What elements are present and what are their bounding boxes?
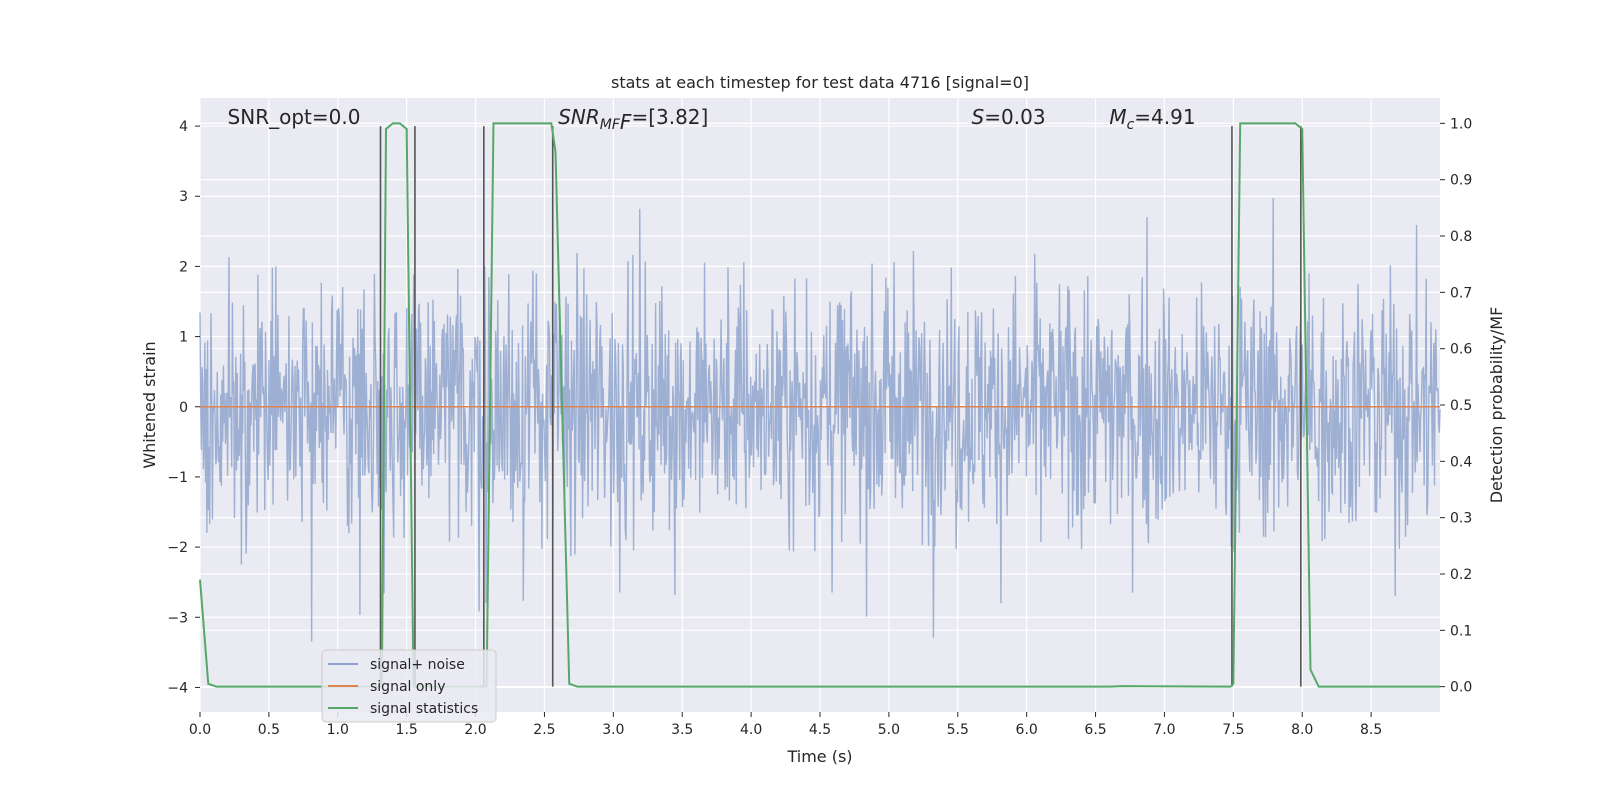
y-tick-label: 4 xyxy=(179,119,188,135)
y-tick-label: 3 xyxy=(179,189,188,205)
x-tick-label: 7.5 xyxy=(1222,722,1244,738)
x-tick-label: 4.5 xyxy=(809,722,831,738)
y2-tick-label: 0.0 xyxy=(1450,680,1472,696)
x-axis-label: Time (s) xyxy=(786,747,852,766)
y-tick-label: 0 xyxy=(179,400,188,416)
x-tick-label: 1.5 xyxy=(396,722,418,738)
annotation: Mc=4.91 xyxy=(1109,105,1195,133)
legend-label: signal statistics xyxy=(370,701,478,717)
series-signal-noise xyxy=(199,197,1441,642)
x-tick-label: 2.0 xyxy=(464,722,486,738)
y2-tick-label: 0.1 xyxy=(1450,623,1472,639)
y2-tick-label: 0.8 xyxy=(1450,229,1472,245)
x-tick-label: 3.5 xyxy=(671,722,693,738)
y-tick-label: 1 xyxy=(179,330,188,346)
x-tick-label: 3.0 xyxy=(602,722,624,738)
x-tick-label: 0.5 xyxy=(258,722,280,738)
annotation: S=0.03 xyxy=(972,105,1046,129)
y-tick-label: −1 xyxy=(167,470,188,486)
series-signal-statistics xyxy=(199,122,1440,688)
x-tick-label: 6.0 xyxy=(1016,722,1038,738)
y2-tick-label: 0.7 xyxy=(1450,285,1472,301)
y2-axis-label: Detection probability/MF xyxy=(1487,307,1506,504)
x-tick-label: 4.0 xyxy=(740,722,762,738)
y2-tick-label: 0.2 xyxy=(1450,567,1472,583)
chart-title: stats at each timestep for test data 471… xyxy=(611,73,1029,92)
y-tick-label: −4 xyxy=(167,680,188,696)
y2-tick-label: 1.0 xyxy=(1450,116,1472,132)
y-tick-label: 2 xyxy=(179,259,188,275)
y2-tick-label: 0.3 xyxy=(1450,511,1472,527)
x-tick-label: 1.0 xyxy=(327,722,349,738)
x-tick-label: 5.5 xyxy=(947,722,969,738)
x-tick-label: 8.0 xyxy=(1291,722,1313,738)
x-tick-label: 6.5 xyxy=(1084,722,1106,738)
x-tick-label: 8.5 xyxy=(1360,722,1382,738)
y2-tick-label: 0.9 xyxy=(1450,173,1472,189)
y-tick-label: −3 xyxy=(167,610,188,626)
x-tick-label: 7.0 xyxy=(1153,722,1175,738)
x-tick-label: 5.0 xyxy=(878,722,900,738)
annotation: SNRMFF=[3.82] xyxy=(558,105,708,134)
x-tick-label: 2.5 xyxy=(533,722,555,738)
legend-box xyxy=(321,649,497,723)
y2-tick-label: 0.6 xyxy=(1450,342,1472,358)
y2-tick-label: 0.4 xyxy=(1450,454,1472,470)
y-tick-label: −2 xyxy=(167,540,188,556)
annotation: SNR_opt=0.0 xyxy=(228,105,361,129)
y-axis-label: Whitened strain xyxy=(140,341,159,468)
legend-label: signal only xyxy=(370,679,445,695)
x-tick-label: 0.0 xyxy=(189,722,211,738)
y2-tick-label: 0.5 xyxy=(1450,398,1472,414)
legend-label: signal+ noise xyxy=(370,657,465,673)
